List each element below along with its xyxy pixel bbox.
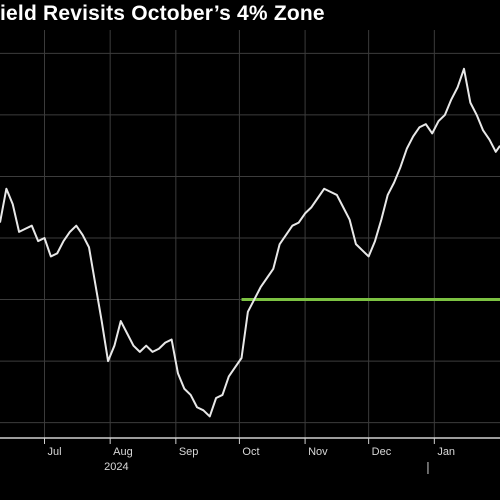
x-year-label: 2024 <box>104 461 128 473</box>
grid-layer <box>0 30 500 438</box>
x-tick-label: Jan <box>437 446 455 458</box>
series-line <box>0 67 500 418</box>
x-tick-label: Aug <box>113 446 133 458</box>
x-axis: Jul Aug Sep Oct Nov Dec Jan 2024 <box>0 437 500 474</box>
chart-title: ield Revisits October’s 4% Zone <box>0 2 325 25</box>
x-tick-label: Nov <box>308 446 328 458</box>
x-tick-label: Jul <box>47 446 61 458</box>
line-layer <box>0 67 500 418</box>
x-tick-label: Dec <box>372 446 392 458</box>
x-tick-label: Sep <box>179 446 199 458</box>
x-tick-label: Oct <box>242 446 259 458</box>
